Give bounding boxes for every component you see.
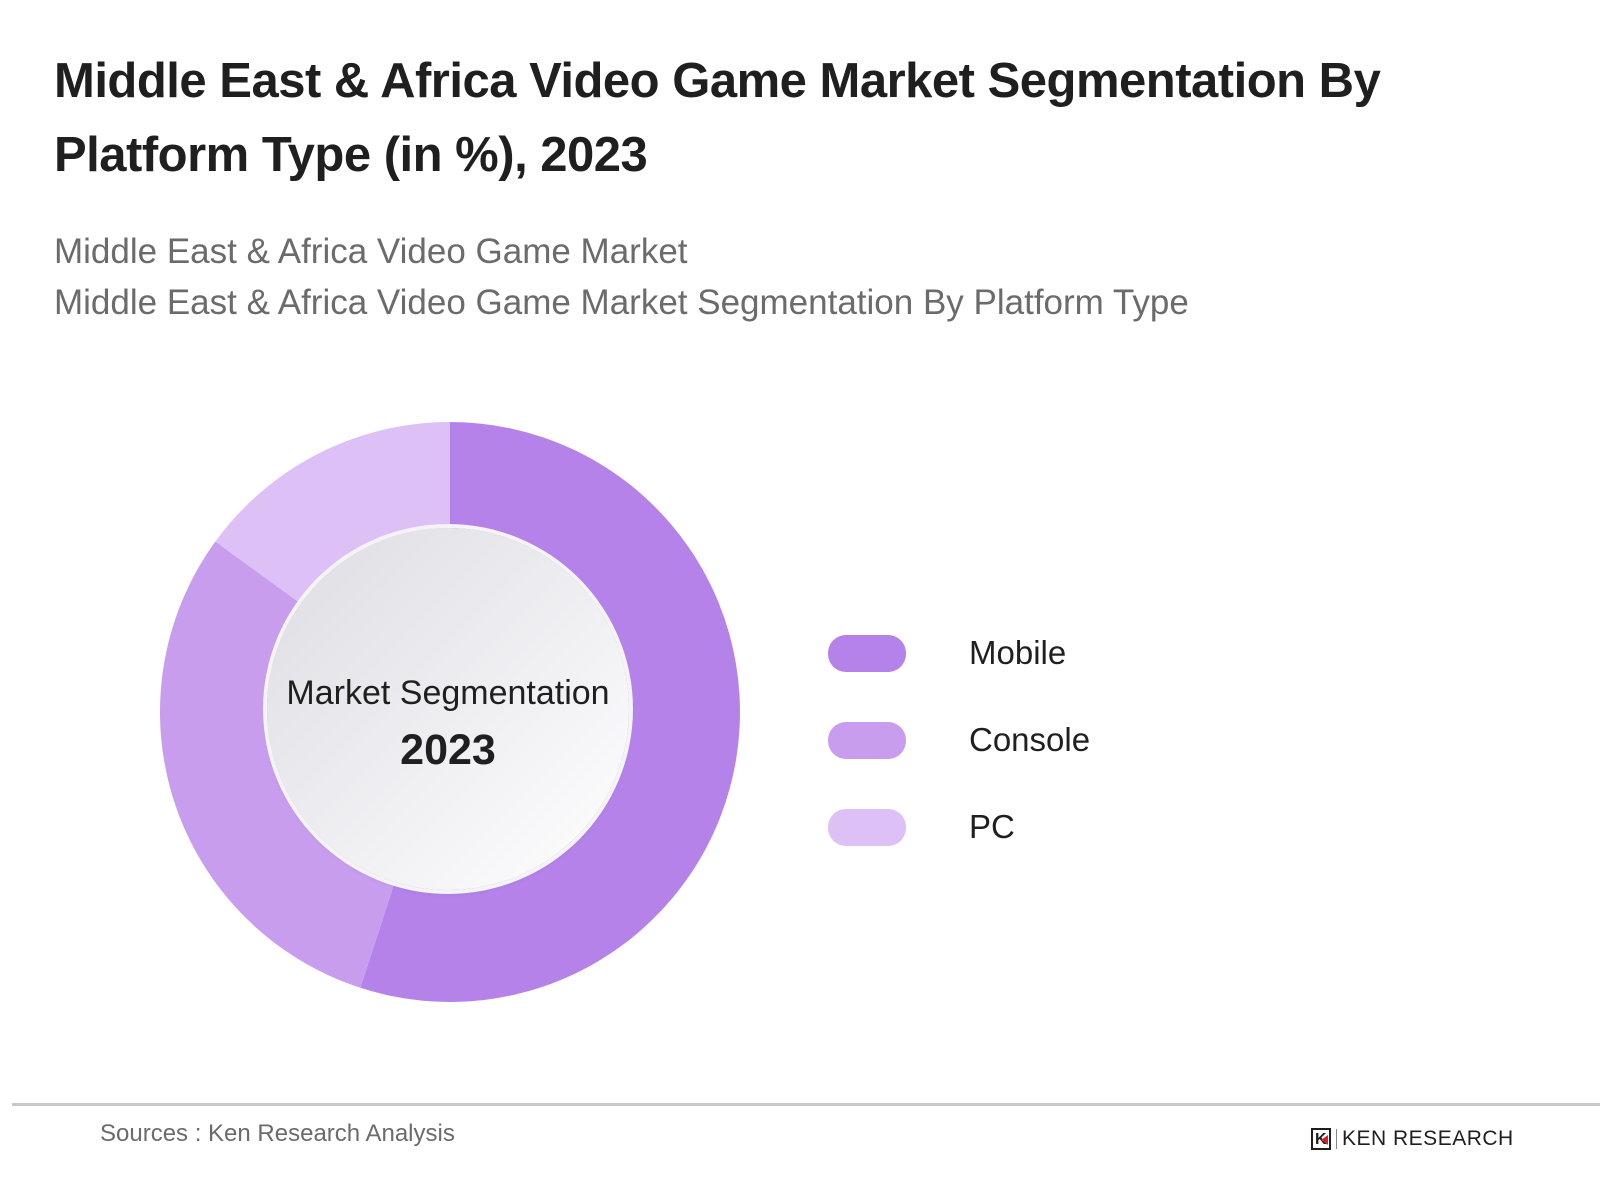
legend-label-pc: PC xyxy=(969,808,1015,845)
logo-separator xyxy=(1336,1129,1337,1149)
donut-center: Market Segmentation 2023 xyxy=(267,528,629,890)
logo-text: KEN RESEARCH xyxy=(1342,1127,1514,1150)
source-note: Sources : Ken Research Analysis xyxy=(100,1120,455,1147)
logo-k-icon: K xyxy=(1311,1128,1331,1150)
legend-swatch-console xyxy=(828,722,906,759)
legend-swatch-pc xyxy=(828,809,906,846)
legend-label-console: Console xyxy=(969,721,1091,758)
center-label: Market Segmentation xyxy=(286,674,610,712)
subtitle-line-1: Middle East & Africa Video Game Market xyxy=(54,232,688,271)
subtitle-line-2: Middle East & Africa Video Game Market S… xyxy=(54,283,1189,322)
slice-mobile[interactable] xyxy=(360,422,740,1002)
center-year: 2023 xyxy=(400,726,496,774)
chart-title: Middle East & Africa Video Game Market S… xyxy=(54,54,1381,182)
legend-swatch-mobile xyxy=(828,635,906,672)
ken-research-logo: K KEN RESEARCH xyxy=(1311,1126,1514,1152)
footer-divider xyxy=(12,1103,1600,1106)
legend-label-mobile: Mobile xyxy=(969,634,1067,671)
chart-subtitle: Middle East & Africa Video Game Market M… xyxy=(54,226,1189,328)
donut-chart: Market Segmentation 2023 xyxy=(150,412,750,1012)
